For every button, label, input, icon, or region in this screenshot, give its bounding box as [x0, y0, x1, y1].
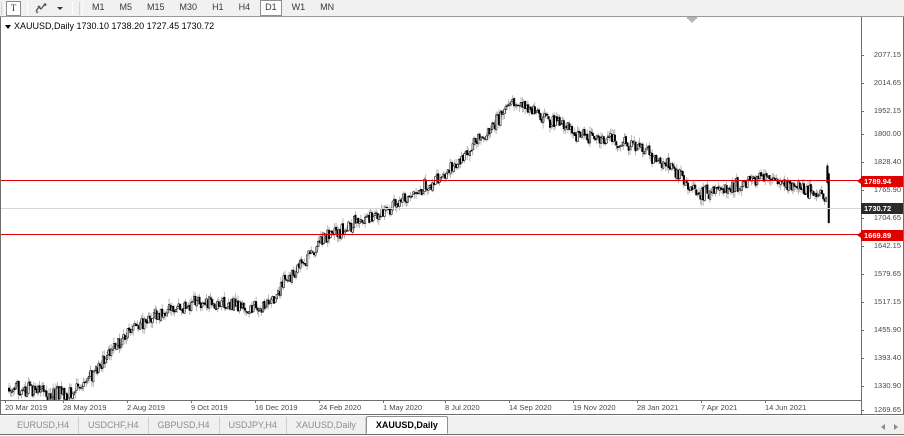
- price-tick: 1765.90: [861, 186, 903, 194]
- bid-price-line: [1, 208, 861, 209]
- price-tick: 1393.40: [861, 354, 903, 362]
- price-level-label[interactable]: 1669.89: [857, 230, 903, 241]
- page-title: XAUUSD,Daily 1730.10 1738.20 1727.45 173…: [14, 21, 215, 31]
- price-tick: 1330.90: [861, 382, 903, 390]
- price-tick: 2077.15: [861, 51, 903, 59]
- indicators-dropdown-button[interactable]: [51, 1, 66, 16]
- chart-tab[interactable]: GBPUSD,H4: [149, 417, 220, 434]
- date-tick: 19 Nov 2020: [573, 400, 616, 412]
- tab-scroll-controls: [881, 424, 898, 430]
- price-tick: 1952.15: [861, 107, 903, 115]
- price-level-line-lower[interactable]: [1, 234, 861, 235]
- price-label-text: 1730.72: [864, 204, 892, 213]
- date-tick: 16 Dec 2019: [255, 400, 298, 412]
- price-label-pointer-icon: [857, 232, 861, 238]
- chevron-down-icon: [56, 6, 63, 10]
- date-tick: 7 Apr 2021: [701, 400, 738, 412]
- chart-toolbar: T M1 M5 M15 M30 H1 H4 D1 W1 MN: [0, 0, 904, 17]
- date-tick: 1 May 2020: [383, 400, 423, 412]
- window-bottom-rule: [0, 434, 904, 436]
- price-tick: 2014.65: [861, 79, 903, 87]
- price-tick: 1455.90: [861, 326, 903, 334]
- date-tick: 9 Oct 2019: [191, 400, 228, 412]
- timeframe-button-w1[interactable]: W1: [291, 2, 306, 12]
- date-tick: 8 Jul 2020: [445, 400, 480, 412]
- toolbar-grip[interactable]: [1, 1, 5, 15]
- price-label-text: 1669.89: [864, 231, 892, 240]
- timeframe-button-m30[interactable]: M30: [179, 2, 198, 12]
- price-level-line-upper[interactable]: [1, 180, 861, 181]
- svg-text:T: T: [11, 3, 17, 13]
- chart-tab[interactable]: USDCHF,H4: [79, 417, 149, 434]
- price-tick: 1828.40: [861, 158, 903, 166]
- timeframe-button-mn[interactable]: MN: [320, 2, 335, 12]
- date-tick: 28 Jan 2021: [637, 400, 679, 412]
- chart-tab[interactable]: XAUUSD,Daily: [287, 417, 366, 434]
- date-tick: 14 Sep 2020: [509, 400, 552, 412]
- date-tick: 2 Aug 2019: [127, 400, 165, 412]
- candlestick-series: [8, 95, 830, 400]
- timeframe-button-d1[interactable]: D1: [260, 0, 282, 16]
- crosshair-text-cursor-icon[interactable]: T: [6, 0, 21, 16]
- date-tick: 14 Jun 2021: [765, 400, 807, 412]
- timeframe-group: M1 M5 M15 M30 H1 H4 D1 W1 MN: [87, 0, 339, 16]
- date-tick: 28 May 2019: [63, 400, 107, 412]
- timeframe-button-m1[interactable]: M1: [92, 2, 105, 12]
- price-tick: 1704.65: [861, 214, 903, 222]
- timeframe-button-m5[interactable]: M5: [119, 2, 133, 12]
- plot-area[interactable]: [1, 17, 861, 400]
- chart-tab[interactable]: EURUSD,H4: [8, 417, 80, 434]
- chart-title-bar: XAUUSD,Daily 1730.10 1738.20 1727.45 173…: [5, 21, 214, 31]
- chart-tab[interactable]: USDJPY,H4: [220, 417, 287, 434]
- timeframe-button-m15[interactable]: M15: [147, 2, 165, 12]
- price-tick: 1517.15: [861, 298, 903, 306]
- chart-menu-caret-icon[interactable]: [5, 24, 11, 29]
- date-tick: 20 Mar 2019: [5, 400, 48, 412]
- chart-tab-active[interactable]: XAUUSD,Daily: [365, 416, 448, 434]
- price-tick: 1579.65: [861, 270, 903, 278]
- timeframe-button-h4[interactable]: H4: [238, 2, 251, 12]
- chart-shift-marker-icon[interactable]: [687, 17, 697, 23]
- bid-price-label[interactable]: 1730.72: [861, 203, 903, 214]
- price-axis[interactable]: 2077.15 2014.65 1952.15 1800.00 1828.40 1765.…: [857, 17, 903, 414]
- scroll-right-icon[interactable]: [894, 424, 898, 430]
- scroll-left-icon[interactable]: [881, 424, 885, 430]
- chart-canvas[interactable]: XAUUSD,Daily 1730.10 1738.20 1727.45 173…: [0, 17, 904, 415]
- price-label-text: 1789.94: [864, 177, 892, 186]
- price-label-pointer-icon: [857, 178, 861, 184]
- toolbar-separator: [27, 1, 28, 15]
- toolbar-separator-2: [72, 1, 73, 15]
- timeframe-grip[interactable]: [79, 1, 83, 15]
- indicators-icon[interactable]: [34, 1, 49, 16]
- price-tick: 1800.00: [861, 130, 903, 138]
- date-tick: 24 Feb 2020: [319, 400, 362, 412]
- chart-tab-bar: EURUSD,H4 USDCHF,H4 GBPUSD,H4 USDJPY,H4 XAUU…: [0, 415, 904, 434]
- time-axis[interactable]: 20 Mar 2019 28 May 2019 2 Aug 2019 9 Oct 20…: [1, 400, 861, 414]
- price-tick: 1642.15: [861, 242, 903, 250]
- price-tick: 1269.65: [861, 406, 903, 414]
- timeframe-button-h1[interactable]: H1: [212, 2, 224, 12]
- price-level-label[interactable]: 1789.94: [857, 176, 903, 187]
